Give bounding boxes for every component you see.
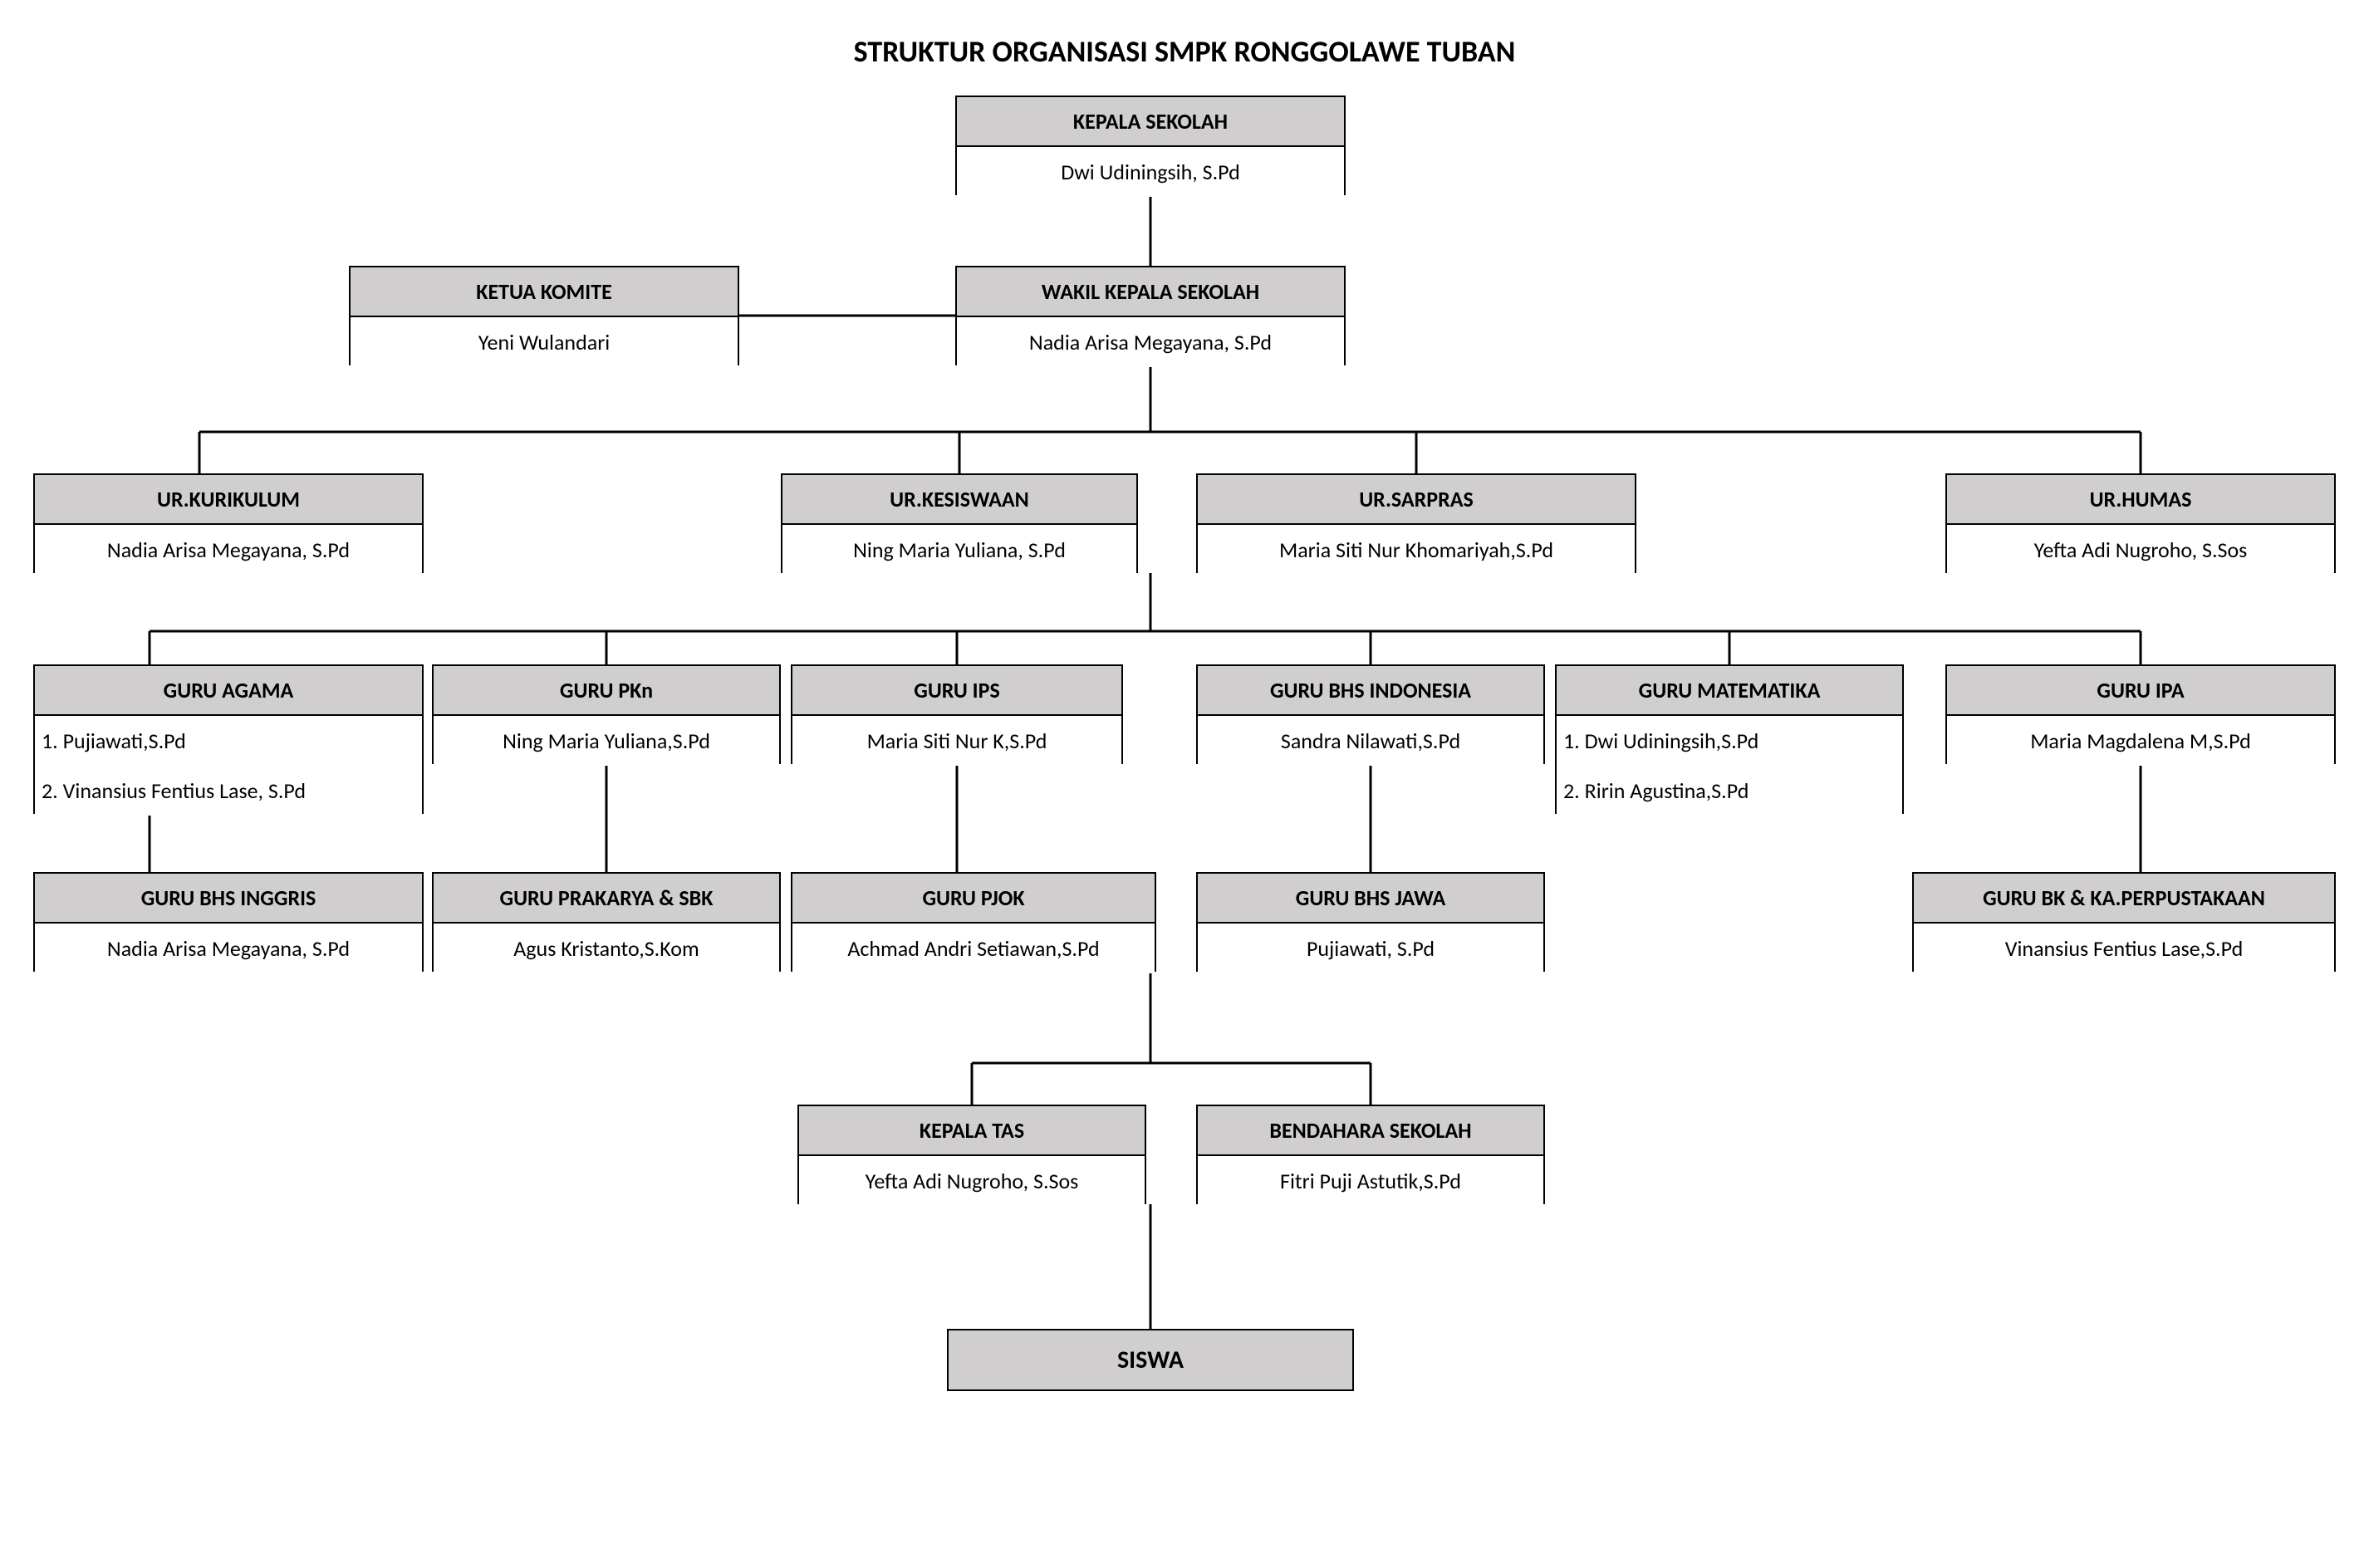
- node-guru-pkn: GURU PKnNing Maria Yuliana,S.Pd: [432, 664, 781, 764]
- node-guru-bk: GURU BK & KA.PERPUSTAKAANVinansius Fenti…: [1912, 872, 2336, 972]
- node-title: UR.KESISWAAN: [782, 475, 1136, 525]
- node-guru-pjok: GURU PJOKAchmad Andri Setiawan,S.Pd: [791, 872, 1156, 972]
- node-person: Yefta Adi Nugroho, S.Sos: [1947, 525, 2334, 575]
- node-person: Maria Magdalena M,S.Pd: [1947, 716, 2334, 766]
- node-kepala-sekolah: KEPALA SEKOLAHDwi Udiningsih, S.Pd: [955, 96, 1346, 195]
- node-guru-matematika: GURU MATEMATIKA1. Dwi Udiningsih,S.Pd2. …: [1555, 664, 1904, 814]
- node-title: UR.KURIKULUM: [35, 475, 422, 525]
- node-ketua-komite: KETUA KOMITEYeni Wulandari: [349, 266, 739, 365]
- node-person: Ning Maria Yuliana,S.Pd: [434, 716, 779, 766]
- node-title: GURU IPA: [1947, 666, 2334, 716]
- node-ur-kurikulum: UR.KURIKULUMNadia Arisa Megayana, S.Pd: [33, 473, 424, 573]
- node-title: WAKIL KEPALA SEKOLAH: [957, 267, 1344, 317]
- node-title: GURU AGAMA: [35, 666, 422, 716]
- node-title: GURU MATEMATIKA: [1557, 666, 1902, 716]
- node-person: Maria Siti Nur Khomariyah,S.Pd: [1198, 525, 1635, 575]
- node-person: 2. Ririn Agustina,S.Pd: [1557, 766, 1902, 816]
- node-title: GURU BK & KA.PERPUSTAKAAN: [1914, 874, 2334, 924]
- node-title: GURU BHS INGGRIS: [35, 874, 422, 924]
- node-title: SISWA: [949, 1330, 1352, 1389]
- node-person: Vinansius Fentius Lase,S.Pd: [1914, 924, 2334, 973]
- node-person: 2. Vinansius Fentius Lase, S.Pd: [35, 766, 422, 816]
- node-title: GURU PRAKARYA & SBK: [434, 874, 779, 924]
- node-person: Nadia Arisa Megayana, S.Pd: [35, 924, 422, 973]
- node-wakil-kepala: WAKIL KEPALA SEKOLAHNadia Arisa Megayana…: [955, 266, 1346, 365]
- node-ur-sarpras: UR.SARPRASMaria Siti Nur Khomariyah,S.Pd: [1196, 473, 1636, 573]
- node-person: 1. Pujiawati,S.Pd: [35, 716, 422, 766]
- node-guru-agama: GURU AGAMA1. Pujiawati,S.Pd2. Vinansius …: [33, 664, 424, 814]
- node-person: Yeni Wulandari: [351, 317, 738, 367]
- node-person: Sandra Nilawati,S.Pd: [1198, 716, 1543, 766]
- org-chart: STRUKTUR ORGANISASI SMPK RONGGOLAWE TUBA…: [33, 33, 2336, 1535]
- chart-title: STRUKTUR ORGANISASI SMPK RONGGOLAWE TUBA…: [33, 33, 2336, 70]
- node-title: GURU PJOK: [792, 874, 1155, 924]
- node-guru-bhs-inggris: GURU BHS INGGRISNadia Arisa Megayana, S.…: [33, 872, 424, 972]
- node-guru-ipa: GURU IPAMaria Magdalena M,S.Pd: [1945, 664, 2336, 764]
- node-person: Dwi Udiningsih, S.Pd: [957, 147, 1344, 197]
- node-person: Maria Siti Nur K,S.Pd: [792, 716, 1121, 766]
- node-ur-humas: UR.HUMASYefta Adi Nugroho, S.Sos: [1945, 473, 2336, 573]
- node-person: Yefta Adi Nugroho, S.Sos: [799, 1156, 1145, 1206]
- node-guru-prakarya: GURU PRAKARYA & SBKAgus Kristanto,S.Kom: [432, 872, 781, 972]
- node-title: GURU BHS INDONESIA: [1198, 666, 1543, 716]
- node-guru-bhs-indonesia: GURU BHS INDONESIASandra Nilawati,S.Pd: [1196, 664, 1545, 764]
- node-guru-ips: GURU IPSMaria Siti Nur K,S.Pd: [791, 664, 1123, 764]
- node-person: Pujiawati, S.Pd: [1198, 924, 1543, 973]
- node-person: Ning Maria Yuliana, S.Pd: [782, 525, 1136, 575]
- node-person: Nadia Arisa Megayana, S.Pd: [957, 317, 1344, 367]
- node-bendahara: BENDAHARA SEKOLAHFitri Puji Astutik,S.Pd: [1196, 1105, 1545, 1204]
- node-guru-bhs-jawa: GURU BHS JAWAPujiawati, S.Pd: [1196, 872, 1545, 972]
- node-person: 1. Dwi Udiningsih,S.Pd: [1557, 716, 1902, 766]
- node-person: Fitri Puji Astutik,S.Pd: [1198, 1156, 1543, 1206]
- node-title: UR.HUMAS: [1947, 475, 2334, 525]
- node-title: UR.SARPRAS: [1198, 475, 1635, 525]
- node-title: GURU IPS: [792, 666, 1121, 716]
- node-title: BENDAHARA SEKOLAH: [1198, 1106, 1543, 1156]
- node-title: GURU PKn: [434, 666, 779, 716]
- node-title: KEPALA TAS: [799, 1106, 1145, 1156]
- node-siswa: SISWA: [947, 1329, 1354, 1391]
- node-kepala-tas: KEPALA TASYefta Adi Nugroho, S.Sos: [797, 1105, 1146, 1204]
- node-title: KETUA KOMITE: [351, 267, 738, 317]
- node-person: Agus Kristanto,S.Kom: [434, 924, 779, 973]
- node-title: GURU BHS JAWA: [1198, 874, 1543, 924]
- node-person: Nadia Arisa Megayana, S.Pd: [35, 525, 422, 575]
- node-title: KEPALA SEKOLAH: [957, 97, 1344, 147]
- node-ur-kesiswaan: UR.KESISWAANNing Maria Yuliana, S.Pd: [781, 473, 1138, 573]
- node-person: Achmad Andri Setiawan,S.Pd: [792, 924, 1155, 973]
